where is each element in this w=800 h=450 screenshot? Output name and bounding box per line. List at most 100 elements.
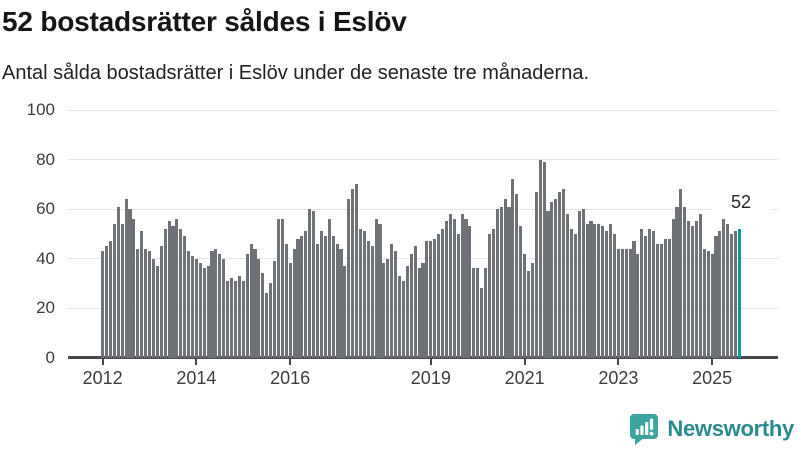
bar xyxy=(280,218,284,358)
bar xyxy=(589,221,593,358)
bar xyxy=(276,218,280,358)
bar xyxy=(233,280,238,358)
bar xyxy=(226,280,230,358)
bar xyxy=(265,293,269,358)
bar-chart: 0 20 40 60 80 100 2012 2014 2016 2019 2021 2023 202… xyxy=(26,100,778,388)
bar xyxy=(554,199,558,358)
bar xyxy=(503,199,507,358)
bar xyxy=(343,265,347,358)
bar xyxy=(116,206,120,358)
bar xyxy=(667,238,671,358)
bar xyxy=(394,251,398,358)
bar xyxy=(706,251,710,358)
bar xyxy=(261,273,265,358)
bar xyxy=(538,159,542,358)
bar xyxy=(355,184,359,358)
bar xyxy=(566,213,570,358)
bar xyxy=(128,209,132,358)
bar xyxy=(659,243,663,358)
bar xyxy=(155,265,159,358)
bar xyxy=(249,243,253,358)
bar xyxy=(694,221,699,358)
bar xyxy=(269,283,273,358)
bar xyxy=(472,268,476,358)
bar xyxy=(151,258,155,358)
bar xyxy=(722,218,726,358)
bar xyxy=(101,251,105,358)
bar xyxy=(288,263,292,358)
bar xyxy=(304,231,308,358)
bar xyxy=(308,209,312,358)
bar xyxy=(351,189,355,358)
bar xyxy=(253,248,257,358)
bar xyxy=(542,161,546,358)
bar xyxy=(480,288,484,358)
x-tick-label-2012: 2012 xyxy=(82,368,123,388)
bar xyxy=(401,280,406,358)
bar xyxy=(335,243,339,358)
bar xyxy=(710,253,714,358)
bar xyxy=(417,268,421,358)
bar xyxy=(315,243,320,358)
bar xyxy=(429,241,433,358)
bar xyxy=(734,231,738,358)
bar xyxy=(487,233,491,358)
x-tick-mark xyxy=(101,359,104,365)
bar xyxy=(140,231,144,358)
bar xyxy=(491,228,495,358)
bar xyxy=(718,231,722,358)
bar xyxy=(323,236,327,358)
x-tick-label-2023: 2023 xyxy=(598,368,639,388)
bar-current-highlight xyxy=(737,228,742,358)
bar xyxy=(675,206,679,358)
bar xyxy=(296,238,300,358)
bar xyxy=(452,218,456,358)
x-tick-mark xyxy=(617,359,620,365)
bar xyxy=(456,233,460,358)
bar xyxy=(370,246,374,358)
x-tick-label-2014: 2014 xyxy=(176,368,217,388)
bar xyxy=(210,251,214,358)
bar xyxy=(339,248,343,358)
gridline-60 xyxy=(68,208,778,210)
bar xyxy=(620,248,624,358)
bar xyxy=(319,231,323,358)
bar xyxy=(714,236,718,358)
x-tick-mark xyxy=(523,359,526,365)
bar xyxy=(679,189,683,358)
x-tick-mark xyxy=(195,359,198,365)
bar xyxy=(159,246,163,358)
bar xyxy=(390,243,394,358)
bar xyxy=(108,241,112,358)
bar xyxy=(573,233,577,358)
chart-subtitle: Antal sålda bostadsrätter i Eslöv under … xyxy=(2,62,590,84)
plot-area xyxy=(68,109,778,359)
bar xyxy=(218,253,222,358)
bar xyxy=(378,223,382,358)
gridline-100 xyxy=(68,109,778,111)
bar xyxy=(105,246,109,358)
y-tick-label: 60 xyxy=(36,199,55,218)
bar xyxy=(433,238,437,358)
bar xyxy=(632,241,636,358)
bar xyxy=(597,223,601,358)
bar xyxy=(437,233,441,358)
bar xyxy=(241,280,245,358)
newsworthy-logo[interactable]: Newsworthy xyxy=(629,413,794,445)
page-title: 52 bostadsrätter såldes i Eslöv xyxy=(2,6,407,37)
x-tick-mark xyxy=(429,359,432,365)
bar xyxy=(648,228,652,358)
x-tick-mark xyxy=(711,359,714,365)
bar xyxy=(183,236,187,358)
bar xyxy=(624,248,628,358)
bar xyxy=(526,270,531,358)
y-tick-label: 100 xyxy=(26,100,55,119)
y-tick-label: 80 xyxy=(36,149,55,169)
bar xyxy=(730,233,734,358)
bar xyxy=(124,199,128,358)
bar xyxy=(230,278,234,358)
bar xyxy=(300,236,304,358)
bar xyxy=(163,228,167,358)
bar xyxy=(499,206,503,358)
